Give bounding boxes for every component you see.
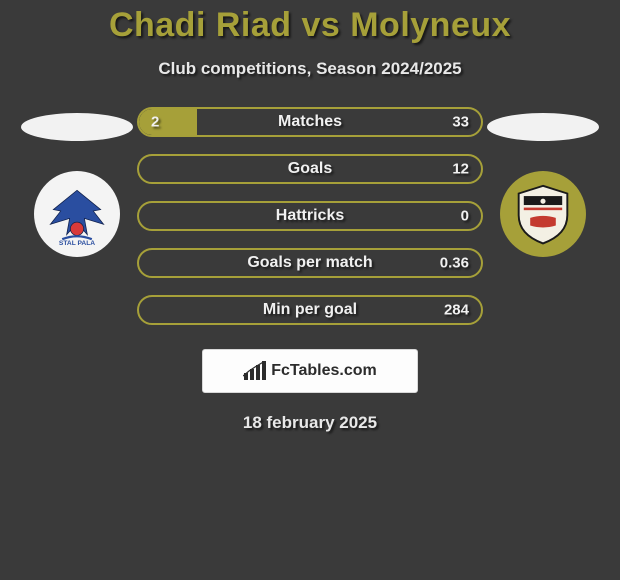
- page-title: Chadi Riad vs Molyneux: [0, 6, 620, 45]
- team-left-badge: STAL PALA: [34, 171, 120, 257]
- svg-text:STAL PALA: STAL PALA: [59, 240, 95, 247]
- stat-label: Hattricks: [276, 207, 344, 225]
- stat-right-value: 12: [452, 161, 469, 178]
- right-column: [483, 107, 603, 257]
- brand-attribution[interactable]: FcTables.com: [202, 349, 418, 393]
- page-subtitle: Club competitions, Season 2024/2025: [0, 59, 620, 79]
- left-column: STAL PALA: [17, 107, 137, 257]
- stat-bar: 2 Matches 33: [137, 107, 483, 137]
- stat-left-value: 2: [151, 114, 159, 131]
- stat-bar: Goals 12: [137, 154, 483, 184]
- stat-bars: 2 Matches 33 Goals 12 Hattricks 0 Goals per mat…: [137, 107, 483, 325]
- stat-right-value: 33: [452, 114, 469, 131]
- bar-chart-icon: [243, 361, 267, 381]
- stat-right-value: 284: [444, 302, 469, 319]
- stat-label: Matches: [278, 113, 342, 131]
- team-right-badge: [500, 171, 586, 257]
- content-row: STAL PALA 2 Matches 33 Goals 12 Hattricks 0 Goa…: [0, 107, 620, 325]
- stat-bar: Min per goal 284: [137, 295, 483, 325]
- stat-label: Goals per match: [247, 254, 372, 272]
- stat-bar: Hattricks 0: [137, 201, 483, 231]
- stat-label: Min per goal: [263, 301, 357, 319]
- shield-icon: [511, 182, 575, 246]
- stat-label: Goals: [288, 160, 332, 178]
- stat-right-value: 0: [461, 208, 469, 225]
- stat-right-value: 0.36: [440, 255, 469, 272]
- footer-date: 18 february 2025: [0, 413, 620, 433]
- player-right-photo-placeholder: [487, 113, 599, 141]
- player-left-photo-placeholder: [21, 113, 133, 141]
- brand-text: FcTables.com: [271, 362, 377, 380]
- stat-bar: Goals per match 0.36: [137, 248, 483, 278]
- stat-bar-fill: [139, 109, 197, 135]
- comparison-widget: Chadi Riad vs Molyneux Club competitions…: [0, 0, 620, 433]
- eagle-icon: STAL PALA: [40, 177, 114, 251]
